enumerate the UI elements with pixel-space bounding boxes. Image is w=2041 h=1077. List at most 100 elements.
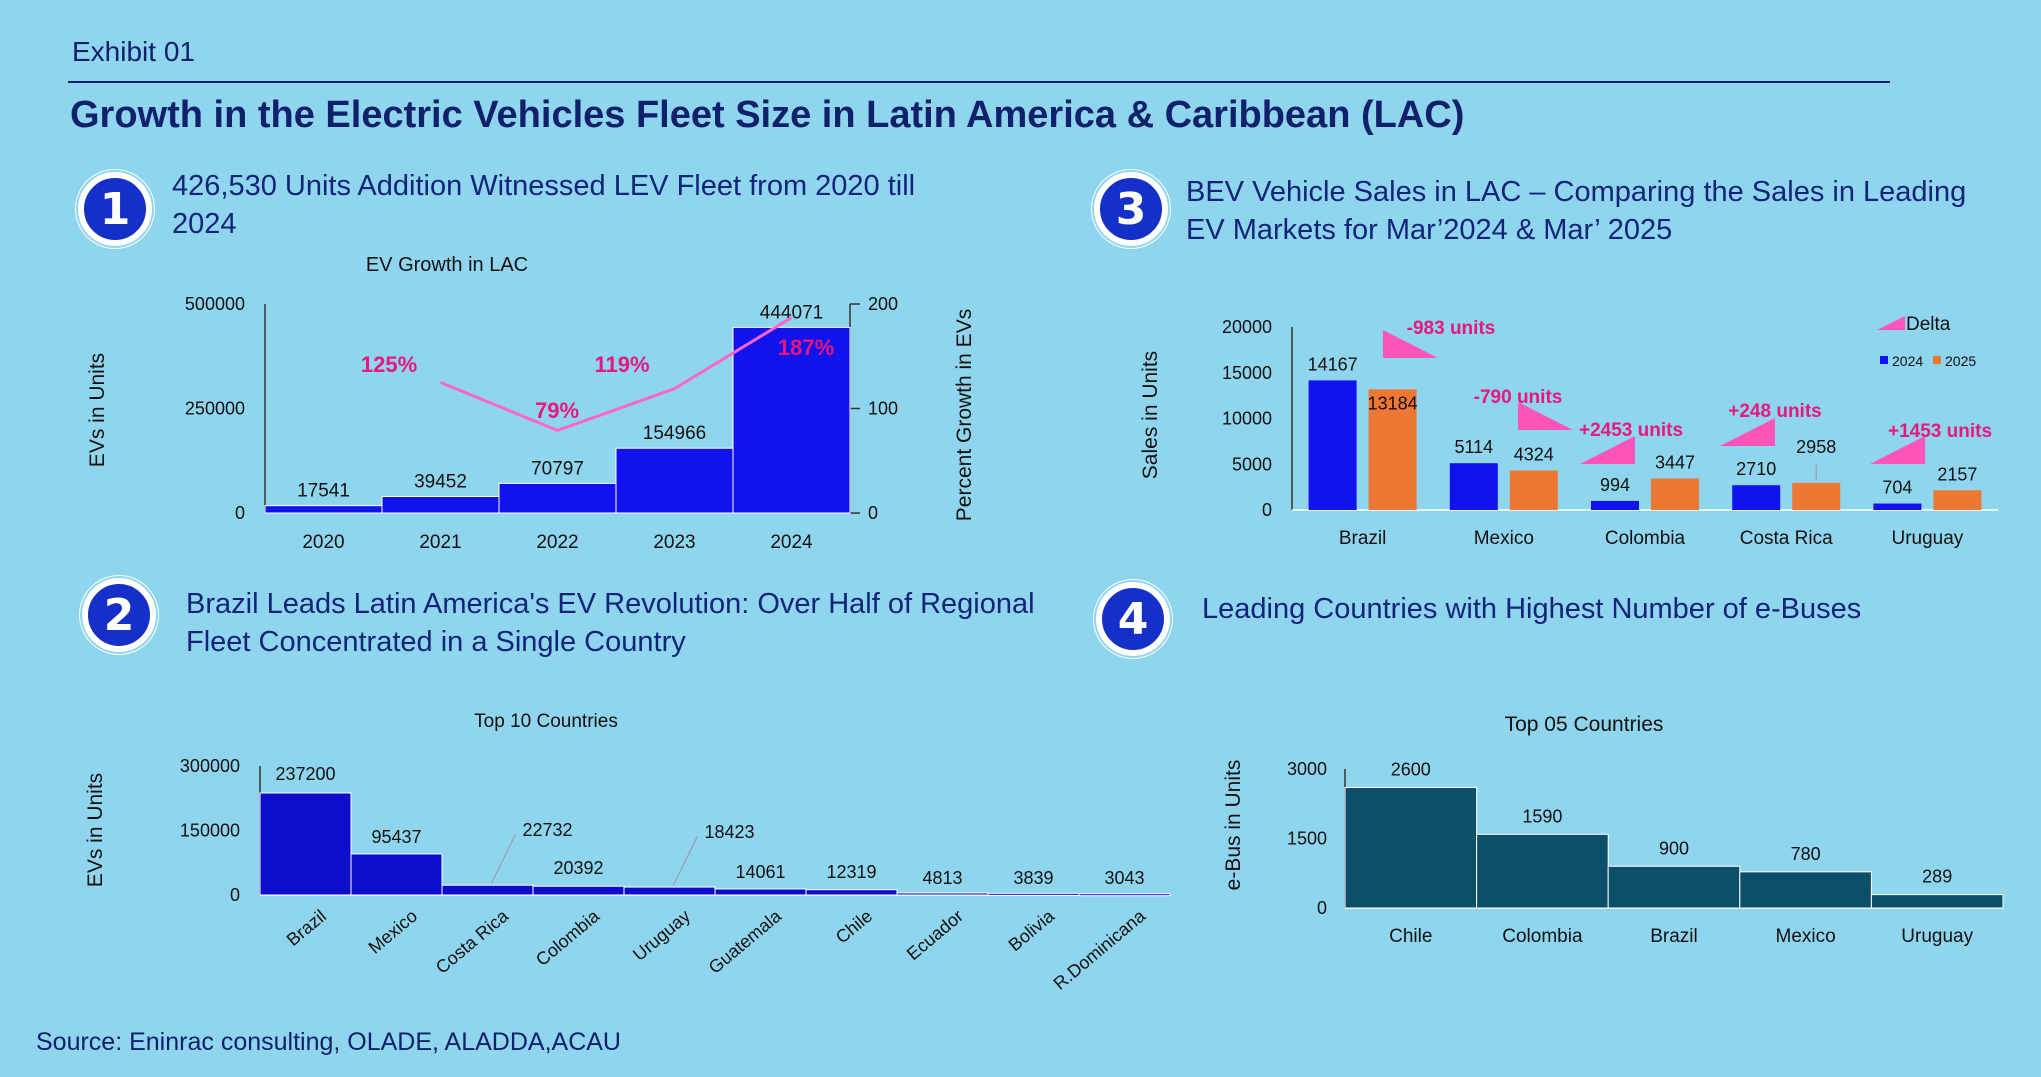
ev-growth-y-tick: 500000 — [185, 294, 245, 314]
bev-bar-2024 — [1449, 463, 1498, 510]
ev-growth-value-label: 154966 — [643, 423, 706, 444]
ev-growth-percent-label: 187% — [778, 335, 834, 360]
bev-delta-marker — [1870, 436, 1925, 464]
ebus-value-label: 900 — [1659, 838, 1689, 858]
top10-bar — [896, 892, 989, 896]
ev-growth-y2-tick: 100 — [868, 399, 898, 419]
bev-y-tick: 0 — [1262, 500, 1272, 520]
top10-y-label: EVs in Units — [84, 773, 107, 887]
bev-delta-label: +248 units — [1728, 401, 1821, 422]
bev-x-tick: Brazil — [1339, 528, 1387, 549]
ev-growth-y-label: EVs in Units — [86, 353, 109, 467]
ev-growth-y-tick: 250000 — [185, 399, 245, 419]
bev-value-label: 2157 — [1937, 464, 1977, 484]
bev-delta-label: -790 units — [1474, 387, 1563, 408]
ev-growth-percent-label: 119% — [594, 352, 649, 377]
top10-title: Top 10 Countries — [474, 711, 618, 732]
bev-y-tick: 5000 — [1232, 454, 1272, 474]
bev-bar-2025 — [1368, 389, 1417, 510]
bev-value-label: 2710 — [1736, 459, 1776, 479]
section-heading-2: Brazil Leads Latin America's EV Revoluti… — [186, 588, 1035, 658]
top10-value-label: 3043 — [1104, 868, 1144, 888]
bev-bar-2024 — [1591, 500, 1639, 510]
ebus-y-tick: 0 — [1317, 898, 1327, 918]
top10-x-tick: Bolivia — [1005, 905, 1059, 955]
bev-delta-label: -983 units — [1407, 318, 1496, 339]
top10-value-label: 95437 — [371, 827, 421, 847]
bev-delta-marker — [1518, 402, 1573, 430]
section-heading-3: BEV Vehicle Sales in LAC – Comparing the… — [1186, 176, 1967, 246]
top10-y-tick: 150000 — [180, 821, 240, 841]
ev-growth-x-tick: 2024 — [770, 532, 813, 553]
ev-growth-bar — [264, 505, 383, 514]
bev-x-tick: Mexico — [1474, 528, 1534, 549]
ebus-bar — [1344, 787, 1478, 909]
bev-delta-label: +2453 units — [1579, 420, 1683, 441]
top10-bar — [259, 792, 352, 896]
ev-growth-value-label: 17541 — [297, 481, 350, 502]
ev-growth-value-label: 39452 — [414, 472, 467, 493]
ebus-value-label: 2600 — [1391, 760, 1431, 780]
bev-bar-2024 — [1873, 503, 1922, 510]
top10-x-tick: Chile — [832, 906, 876, 948]
page-title: Growth in the Electric Vehicles Fleet Si… — [70, 94, 1465, 136]
bev-delta-label: +1453 units — [1888, 421, 1992, 442]
top10-leader-line — [673, 835, 698, 886]
ebus-bar — [1476, 833, 1609, 909]
bev-bar-2025 — [1933, 490, 1982, 510]
bev-value-label: 3447 — [1655, 452, 1695, 472]
ev-growth-value-label: 70797 — [531, 458, 584, 479]
top10-x-tick: Colombia — [532, 905, 604, 970]
bev-delta-marker — [1383, 330, 1438, 358]
ev-growth-y2-tick: 0 — [868, 503, 878, 523]
top10-bar — [805, 889, 898, 896]
bev-legend-2024-swatch — [1880, 356, 1888, 364]
source-note: Source: Eninrac consulting, OLADE, ALADD… — [36, 1028, 621, 1056]
bev-value-label: 5114 — [1454, 437, 1493, 457]
bev-bar-2025 — [1651, 478, 1699, 510]
ev-growth-bar — [381, 496, 500, 514]
ev-growth-bar — [498, 482, 617, 514]
section-heading-1: 426,530 Units Addition Witnessed LEV Fle… — [172, 170, 916, 240]
ev-growth-title: EV Growth in LAC — [366, 254, 528, 276]
section-badge-3: 3 — [1094, 172, 1168, 246]
top10-bar — [987, 892, 1080, 896]
ebus-value-label: 1590 — [1522, 806, 1562, 826]
ebus-x-tick: Brazil — [1650, 926, 1698, 947]
top10-bar — [623, 886, 716, 896]
ebus-x-tick: Uruguay — [1901, 926, 1973, 947]
top10-y-tick: 0 — [230, 885, 240, 905]
ebus-value-label: 780 — [1791, 844, 1821, 864]
ebus-y-tick: 1500 — [1287, 829, 1327, 849]
bev-value-label: 4324 — [1514, 444, 1554, 464]
bev-x-tick: Costa Rica — [1740, 528, 1833, 549]
ebus-title: Top 05 Countries — [1505, 713, 1664, 736]
top10-bar — [1078, 893, 1171, 897]
ebus-x-tick: Mexico — [1776, 926, 1836, 947]
ev-growth-x-tick: 2023 — [653, 532, 695, 553]
top10-bar — [532, 885, 625, 896]
top10-value-label: 12319 — [826, 862, 876, 882]
top10-x-tick: Mexico — [365, 906, 422, 958]
ev-growth-y-tick: 0 — [235, 503, 245, 523]
bev-x-tick: Colombia — [1605, 528, 1686, 549]
top10-bar — [441, 884, 534, 896]
bev-y-tick: 10000 — [1222, 409, 1272, 429]
ev-growth-percent-label: 125% — [361, 352, 417, 377]
ebus-value-label: 289 — [1922, 867, 1952, 887]
bev-legend-2024-label: 2024 — [1892, 353, 1923, 369]
ebus-y-tick: 3000 — [1287, 759, 1327, 779]
ev-growth-x-tick: 2022 — [536, 532, 578, 553]
top10-leader-line — [491, 833, 516, 884]
bev-value-label: 13184 — [1368, 393, 1418, 413]
ev-growth-x-tick: 2020 — [302, 532, 344, 553]
bev-value-label: 2958 — [1796, 437, 1836, 457]
section-heading-4: Leading Countries with Highest Number of… — [1202, 593, 1862, 625]
ebus-x-tick: Chile — [1389, 926, 1432, 947]
top10-x-tick: Costa Rica — [432, 905, 513, 978]
top10-value-label: 14061 — [735, 862, 785, 882]
section-badge-2: 2 — [82, 578, 156, 652]
bev-bar-2025 — [1509, 470, 1558, 510]
bev-y-tick: 15000 — [1222, 363, 1272, 383]
